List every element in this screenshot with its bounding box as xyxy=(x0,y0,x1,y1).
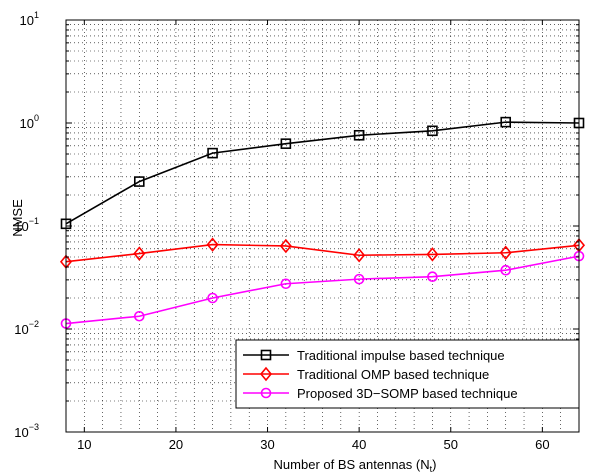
legend: Traditional impulse based technique Tradi… xyxy=(235,339,580,409)
y-axis-label: NMSE xyxy=(10,199,25,237)
data-point xyxy=(280,138,292,149)
x-tick-label: 50 xyxy=(444,437,458,452)
legend-label: Proposed 3D−SOMP based technique xyxy=(297,386,518,401)
legend-label: Traditional OMP based technique xyxy=(297,367,489,382)
series-line xyxy=(65,255,580,325)
data-point xyxy=(279,238,292,254)
x-tick-label: 10 xyxy=(77,437,91,452)
legend-entry: Proposed 3D−SOMP based technique xyxy=(243,386,518,401)
x-tick-label: 40 xyxy=(352,437,366,452)
data-point xyxy=(207,292,218,304)
data-point xyxy=(499,245,512,260)
series-line xyxy=(65,243,580,263)
x-axis-label-close: ) xyxy=(432,457,436,472)
legend-label: Traditional impulse based technique xyxy=(297,348,505,363)
data-point xyxy=(353,248,366,263)
data-point xyxy=(427,271,438,282)
legend-marker xyxy=(259,366,273,382)
data-point xyxy=(206,237,219,252)
series-diamond xyxy=(59,237,586,269)
data-point xyxy=(353,129,365,141)
x-tick-label: 60 xyxy=(535,437,549,452)
data-point xyxy=(133,310,145,322)
data-point xyxy=(500,264,512,276)
data-point xyxy=(133,246,146,261)
data-point xyxy=(280,278,292,290)
legend-entry: Traditional OMP based technique xyxy=(243,366,489,382)
data-point xyxy=(353,273,365,285)
legend-marker xyxy=(260,387,272,399)
x-axis-label-sub: t xyxy=(430,464,433,474)
series-line xyxy=(65,121,580,225)
y-tick-label: 10−2 xyxy=(14,319,39,337)
data-point xyxy=(207,147,218,159)
x-axis-label: Number of BS antennas (Nt) xyxy=(274,457,437,474)
x-tick-label: 20 xyxy=(169,437,183,452)
axis-ticks: 10 20 30 40 50 60 101 100 10−1 10−2 10−3 xyxy=(14,10,579,452)
series-circle xyxy=(60,250,585,329)
data-point xyxy=(427,125,438,137)
legend-box xyxy=(235,339,580,409)
data-point xyxy=(133,176,145,187)
legend-entry: Traditional impulse based technique xyxy=(243,348,505,363)
data-point xyxy=(426,247,439,262)
legend-marker xyxy=(260,349,272,361)
y-tick-label: 100 xyxy=(20,113,39,131)
x-tick-label: 30 xyxy=(260,437,274,452)
x-axis-label-main: Number of BS antennas (N xyxy=(274,457,430,472)
data-point xyxy=(500,116,512,128)
y-tick-label: 10−3 xyxy=(14,422,39,440)
y-tick-label: 10−1 xyxy=(14,216,39,234)
y-tick-label: 101 xyxy=(20,10,39,28)
